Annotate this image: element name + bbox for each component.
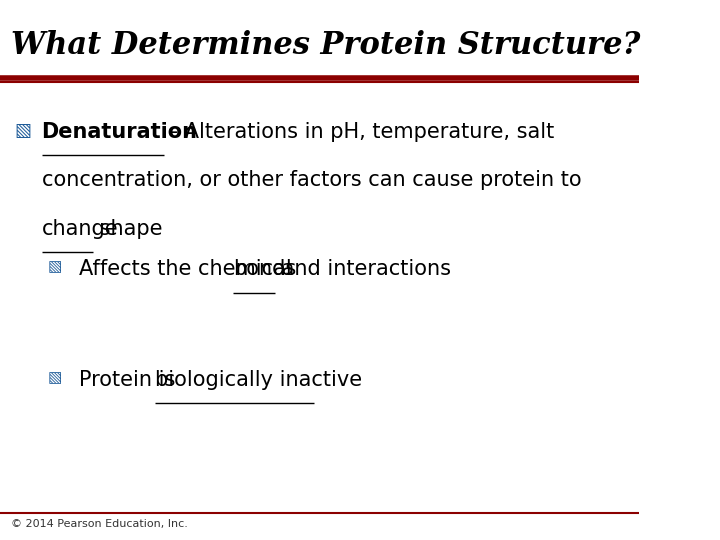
Text: Affects the chemical: Affects the chemical [78, 259, 298, 279]
Text: Protein is: Protein is [78, 370, 181, 390]
Text: and interactions: and interactions [274, 259, 451, 279]
Text: Denaturation: Denaturation [42, 122, 197, 141]
Text: bonds: bonds [233, 259, 297, 279]
Text: - Alterations in pH, temperature, salt: - Alterations in pH, temperature, salt [164, 122, 554, 141]
Text: © 2014 Pearson Education, Inc.: © 2014 Pearson Education, Inc. [12, 519, 189, 530]
Text: biologically inactive: biologically inactive [156, 370, 362, 390]
Text: concentration, or other factors can cause protein to: concentration, or other factors can caus… [42, 170, 581, 190]
Text: ▧: ▧ [14, 122, 31, 139]
Text: What Determines Protein Structure?: What Determines Protein Structure? [12, 30, 641, 60]
Text: shape: shape [93, 219, 162, 239]
Text: ▧: ▧ [48, 259, 62, 274]
Text: ▧: ▧ [48, 370, 62, 385]
Text: change: change [42, 219, 118, 239]
